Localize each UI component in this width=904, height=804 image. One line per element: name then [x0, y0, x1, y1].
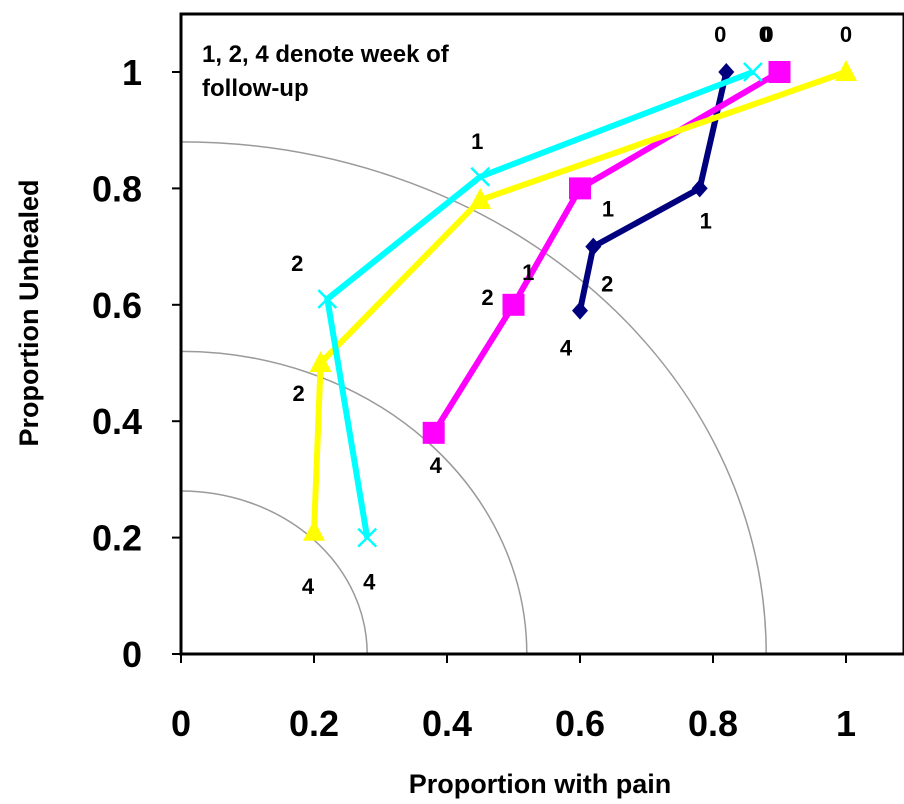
point-label: 2	[601, 272, 613, 297]
square-marker	[569, 177, 591, 200]
triangle-marker	[835, 60, 857, 81]
point-label: 2	[293, 381, 305, 406]
point-label: 4	[430, 453, 443, 478]
triangle-marker	[309, 351, 332, 372]
triangle-marker	[303, 519, 325, 541]
y-tick-label: 0.6	[92, 285, 142, 326]
annotation-line-2: follow-up	[202, 75, 309, 102]
series-layer	[303, 60, 857, 548]
y-tick-label: 0.2	[92, 518, 142, 559]
y-tick-label: 1	[122, 52, 142, 93]
x-axis-title: Proportion with pain	[409, 769, 671, 799]
x-marker	[357, 527, 378, 548]
reference-arc	[180, 490, 368, 655]
x-tick-label: 0.4	[422, 703, 472, 744]
point-label: 4	[560, 336, 573, 361]
diamond-marker	[572, 301, 588, 320]
x-tick-label: 0.6	[555, 703, 605, 744]
point-label: 4	[302, 574, 315, 599]
series-square	[422, 61, 791, 444]
y-tick-label: 0	[122, 634, 142, 675]
point-label: 4	[363, 570, 376, 595]
x-marker	[743, 62, 763, 82]
point-label: 2	[481, 285, 493, 310]
point-label: 1	[522, 260, 534, 285]
point-label: 0	[761, 22, 773, 47]
point-label: 0	[759, 22, 771, 47]
y-tick-label: 0.4	[92, 401, 142, 442]
point-label: 2	[291, 251, 303, 276]
series-line	[577, 71, 730, 312]
y-axis-title: Proportion Unhealed	[14, 179, 44, 446]
x-marker	[317, 289, 338, 309]
series-line	[311, 69, 847, 532]
y-tick-label: 0.8	[92, 168, 142, 209]
triangle-marker	[469, 188, 492, 210]
point-label: 1	[471, 129, 483, 154]
diamond-marker	[691, 179, 708, 198]
plot-frame	[179, 12, 904, 656]
annotation-note: 1, 2, 4 denote week of follow-up	[202, 41, 450, 102]
series-line	[324, 69, 754, 539]
diamond-marker	[718, 63, 735, 81]
point-label: 0	[840, 22, 852, 47]
annotation-line-1: 1, 2, 4 denote week of	[202, 41, 450, 68]
x-tick-label: 1	[836, 703, 856, 744]
reference-arc	[180, 141, 767, 655]
point-label: 1	[602, 196, 614, 221]
series-x	[317, 62, 763, 548]
x-tick-label: 0.8	[688, 703, 738, 744]
diamond-marker	[585, 237, 602, 256]
axes: 0 0.2 0.4 0.6 0.8 1 0 0.2 0.4 0.6 0.8 1	[92, 12, 904, 744]
reference-arcs	[180, 141, 767, 655]
point-label: 0	[714, 22, 726, 47]
x-tick-label: 0.2	[289, 703, 339, 744]
reference-arc	[180, 350, 528, 655]
x-marker	[470, 166, 491, 187]
square-marker	[502, 293, 525, 316]
series-diamond	[572, 63, 735, 320]
x-tick-label: 0	[171, 703, 191, 744]
point-label: 1	[700, 208, 712, 233]
square-marker	[422, 421, 445, 444]
square-marker	[768, 61, 791, 83]
series-triangle	[303, 60, 857, 541]
